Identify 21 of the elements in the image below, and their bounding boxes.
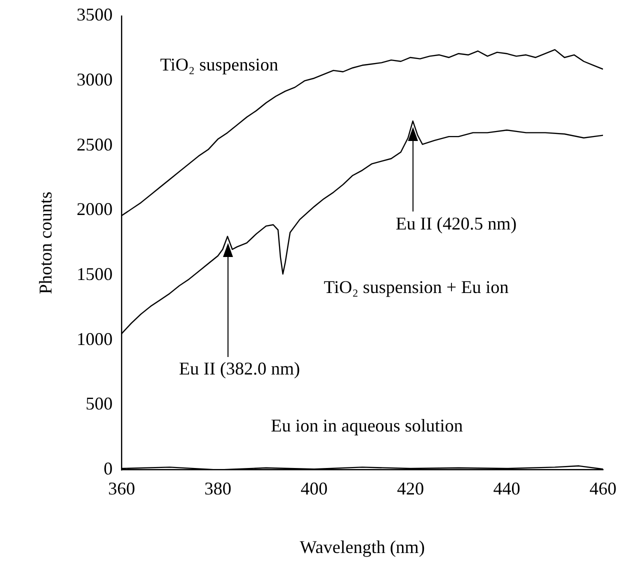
annotation: Eu II (382.0 nm) xyxy=(179,358,300,379)
y-tick-label: 1000 xyxy=(76,328,113,349)
series-label: TiO₂ suspension xyxy=(160,54,278,75)
x-axis-title: Wavelength (nm) xyxy=(300,536,425,557)
annotation: Eu II (420.5 nm) xyxy=(396,213,517,234)
x-tick-label: 420 xyxy=(396,478,424,498)
y-tick-label: 500 xyxy=(86,394,113,414)
series-label: Eu ion in aqueous solution xyxy=(270,415,463,436)
y-tick-label: 0 xyxy=(104,458,113,479)
text: TiO₂ suspension + Eu ion xyxy=(324,277,509,298)
y-tick-label: 2000 xyxy=(76,199,113,220)
x-tick-label: 460 xyxy=(590,478,616,498)
x-tick-label: 380 xyxy=(204,478,232,498)
y-tick-label: 3500 xyxy=(76,4,113,25)
x-tick-label: 400 xyxy=(300,478,328,498)
y-tick-label: 1500 xyxy=(76,264,113,284)
y-axis-title: Photon counts xyxy=(36,192,56,294)
y-tick-label: 3000 xyxy=(76,70,113,90)
x-tick-label: 360 xyxy=(108,478,136,498)
x-tick-label: 440 xyxy=(493,478,520,498)
y-tick-label: 2500 xyxy=(76,134,113,154)
